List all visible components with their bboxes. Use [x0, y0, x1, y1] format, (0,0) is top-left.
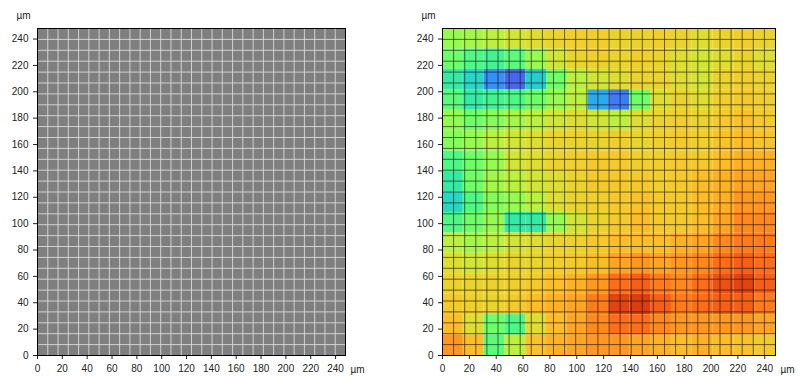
svg-text:40: 40	[491, 363, 503, 374]
svg-text:180: 180	[417, 112, 434, 123]
svg-text:160: 160	[649, 363, 666, 374]
svg-text:0: 0	[428, 350, 434, 361]
svg-text:180: 180	[12, 112, 29, 123]
svg-text:240: 240	[756, 363, 773, 374]
svg-text:20: 20	[57, 363, 69, 374]
svg-text:180: 180	[253, 363, 270, 374]
svg-text:µm: µm	[421, 10, 435, 21]
svg-text:200: 200	[12, 86, 29, 97]
svg-text:100: 100	[568, 363, 585, 374]
svg-text:100: 100	[153, 363, 170, 374]
svg-text:µm: µm	[781, 364, 795, 375]
svg-text:80: 80	[422, 244, 434, 255]
svg-text:60: 60	[106, 363, 118, 374]
svg-text:80: 80	[17, 244, 29, 255]
svg-text:µm: µm	[351, 364, 365, 375]
svg-text:40: 40	[82, 363, 94, 374]
svg-text:100: 100	[12, 218, 29, 229]
svg-text:140: 140	[417, 165, 434, 176]
svg-text:20: 20	[17, 323, 29, 334]
svg-text:160: 160	[12, 139, 29, 150]
svg-text:200: 200	[703, 363, 720, 374]
svg-text:120: 120	[595, 363, 612, 374]
svg-text:µm: µm	[16, 10, 30, 21]
svg-text:240: 240	[12, 33, 29, 44]
svg-text:220: 220	[417, 60, 434, 71]
svg-text:0: 0	[440, 363, 446, 374]
svg-text:140: 140	[12, 165, 29, 176]
svg-text:180: 180	[676, 363, 693, 374]
svg-text:120: 120	[12, 191, 29, 202]
svg-text:240: 240	[417, 33, 434, 44]
svg-text:160: 160	[417, 139, 434, 150]
svg-text:120: 120	[178, 363, 195, 374]
svg-text:240: 240	[327, 363, 344, 374]
svg-text:60: 60	[518, 363, 530, 374]
svg-text:80: 80	[544, 363, 556, 374]
svg-text:20: 20	[464, 363, 476, 374]
svg-text:220: 220	[12, 60, 29, 71]
svg-text:220: 220	[730, 363, 747, 374]
svg-text:140: 140	[622, 363, 639, 374]
svg-text:100: 100	[417, 218, 434, 229]
svg-text:140: 140	[203, 363, 220, 374]
svg-text:60: 60	[17, 271, 29, 282]
svg-text:40: 40	[17, 297, 29, 308]
svg-text:120: 120	[417, 191, 434, 202]
svg-text:40: 40	[422, 297, 434, 308]
svg-text:20: 20	[422, 323, 434, 334]
svg-text:60: 60	[422, 271, 434, 282]
svg-text:200: 200	[417, 86, 434, 97]
svg-text:80: 80	[131, 363, 143, 374]
svg-text:160: 160	[228, 363, 245, 374]
svg-text:0: 0	[23, 350, 29, 361]
svg-text:220: 220	[302, 363, 319, 374]
svg-text:200: 200	[278, 363, 295, 374]
svg-text:0: 0	[35, 363, 41, 374]
